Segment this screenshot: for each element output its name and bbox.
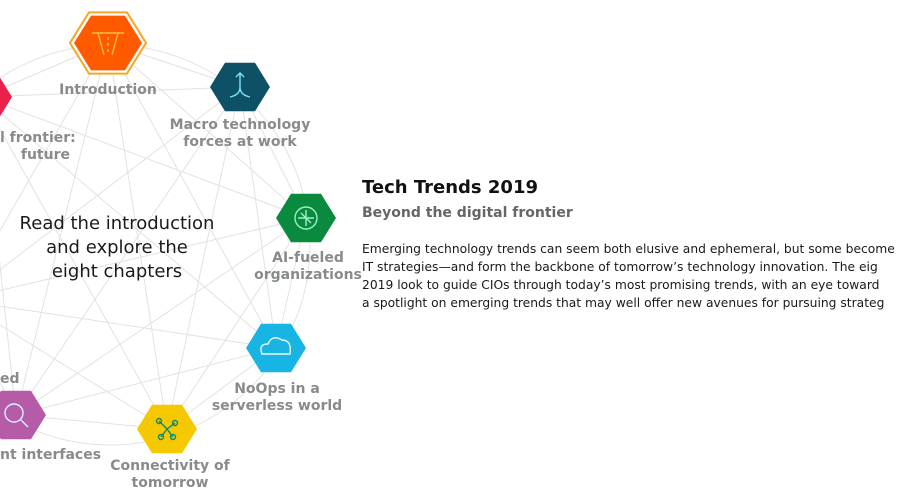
center-line: Read the introduction — [19, 213, 215, 234]
wheel-center-instructions: Read the introduction and explore the ei… — [8, 212, 226, 284]
chapter-hex-ai[interactable] — [276, 193, 336, 243]
chapter-label-interfaces[interactable]: nt interfaces — [0, 447, 101, 464]
center-line: and explore the — [46, 237, 188, 258]
label-line: Introduction — [59, 82, 157, 98]
description-line: IT strategies—and form the backbone of t… — [362, 260, 878, 274]
connection-line — [15, 217, 307, 416]
label-line: Macro technology — [169, 117, 311, 133]
label-line: NoOps in a — [234, 381, 320, 397]
chapter-label-ai[interactable]: AI-fueled organizations — [254, 250, 362, 284]
chapter-label-noops[interactable]: NoOps in a serverless world — [212, 381, 342, 415]
report-subtitle: Beyond the digital frontier — [362, 205, 573, 221]
connection-line — [0, 128, 168, 430]
chapter-label-introduction[interactable]: Introduction — [59, 82, 157, 99]
label-line: organizations — [254, 267, 362, 283]
label-line: forces at work — [183, 134, 297, 150]
cloud-icon — [260, 337, 292, 355]
chapter-info-panel: Tech Trends 2019 Beyond the digital fron… — [362, 176, 900, 312]
report-description: Emerging technology trends can seem both… — [362, 240, 900, 312]
connection-line — [0, 86, 241, 271]
chapter-label-frontier[interactable]: l frontier: future — [0, 130, 76, 164]
connection-line — [0, 217, 307, 292]
description-line: 2019 look to guide CIOs through today’s … — [362, 278, 880, 292]
chapter-hex-introduction[interactable] — [68, 11, 148, 75]
connection-line — [0, 260, 17, 416]
connection-line — [239, 86, 277, 349]
description-line: Emerging technology trends can seem both… — [362, 242, 895, 256]
connection-line — [0, 305, 277, 349]
label-line: ed — [0, 371, 20, 387]
description-line: a spotlight on emerging trends that may … — [362, 296, 885, 310]
hex-shape — [246, 323, 306, 373]
connection-line — [0, 42, 109, 232]
label-line: l frontier: — [0, 130, 76, 146]
chapter-label-connectivity[interactable]: Connectivity of tomorrow — [110, 458, 229, 492]
chapter-label-partial[interactable]: ed — [0, 371, 20, 388]
road-icon — [92, 32, 124, 56]
label-line: nt interfaces — [0, 447, 102, 463]
connection-line — [166, 217, 307, 430]
magnifier-icon — [4, 403, 29, 428]
label-line: AI-fueled — [272, 250, 344, 266]
center-line: eight chapters — [51, 261, 183, 282]
connection-line — [107, 42, 168, 430]
connection-line — [107, 42, 277, 349]
connection-line — [107, 42, 307, 219]
connection-line — [15, 86, 241, 416]
label-line: tomorrow — [131, 475, 209, 491]
report-title: Tech Trends 2019 — [362, 177, 539, 198]
ai-brain-icon — [294, 206, 318, 230]
connection-line — [15, 347, 277, 416]
network-nodes-icon — [155, 417, 179, 441]
chapter-hex-interfaces[interactable] — [0, 390, 46, 440]
chapter-label-macro[interactable]: Macro technology forces at work — [170, 117, 311, 151]
branching-arrows-icon — [229, 72, 251, 98]
hex-shape — [0, 77, 12, 117]
connection-line — [0, 324, 168, 430]
connection-line — [0, 103, 307, 219]
label-line: Connectivity of — [110, 458, 230, 474]
chapter-hex-noops[interactable] — [246, 323, 306, 373]
label-line: serverless world — [211, 398, 343, 414]
connection-line — [0, 111, 277, 349]
chapter-hex-connectivity[interactable] — [137, 404, 197, 454]
chapter-hex-frontier[interactable] — [0, 73, 12, 121]
connection-line — [15, 42, 109, 416]
connection-line — [0, 86, 241, 97]
label-line: future — [20, 147, 70, 163]
chapter-hex-macro[interactable] — [210, 62, 270, 112]
connection-line — [166, 86, 241, 430]
